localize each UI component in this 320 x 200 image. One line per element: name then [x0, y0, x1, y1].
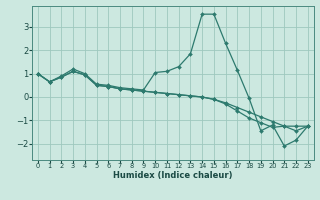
X-axis label: Humidex (Indice chaleur): Humidex (Indice chaleur): [113, 171, 233, 180]
